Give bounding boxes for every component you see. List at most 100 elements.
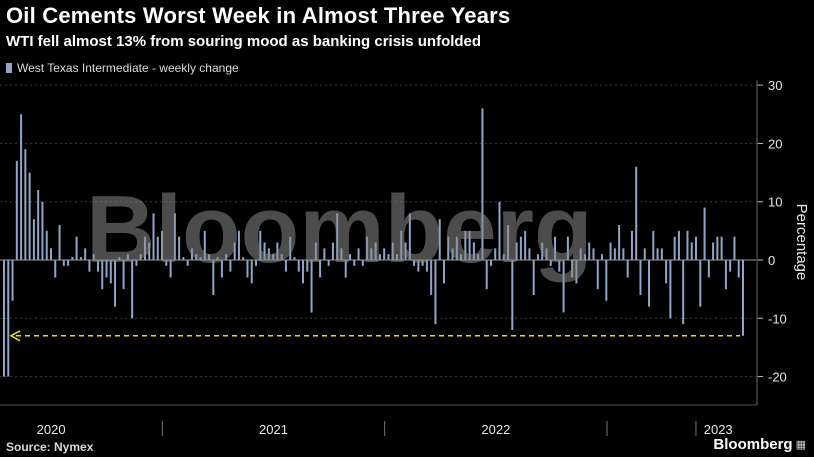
bar <box>220 260 223 278</box>
bar <box>302 260 305 284</box>
bar <box>421 260 424 266</box>
bar <box>524 230 527 260</box>
bar <box>208 254 211 260</box>
y-tick-label: 20 <box>768 136 782 151</box>
bar <box>323 248 326 260</box>
bar <box>652 230 655 260</box>
bar <box>472 242 475 260</box>
bar <box>156 236 159 260</box>
legend-label: West Texas Intermediate - weekly change <box>17 61 239 75</box>
bar <box>643 248 646 260</box>
bar <box>173 213 176 260</box>
bar <box>477 254 480 260</box>
bar <box>366 236 369 260</box>
bar <box>135 260 138 266</box>
bar <box>114 260 117 307</box>
bar <box>143 236 146 260</box>
bar <box>139 254 142 260</box>
bar-series <box>3 108 744 377</box>
bar <box>558 260 561 272</box>
bar <box>554 236 557 260</box>
bar <box>712 242 715 260</box>
bar <box>656 248 659 260</box>
bar <box>327 260 330 266</box>
bar <box>387 254 390 260</box>
bar <box>58 225 61 260</box>
x-axis: 2020 2021 2022 2023 <box>0 404 757 437</box>
bar <box>498 201 501 260</box>
bar <box>357 248 360 260</box>
bar <box>507 225 510 260</box>
bar <box>259 230 262 260</box>
bar <box>665 260 668 284</box>
bar <box>511 260 514 330</box>
bar <box>284 260 287 272</box>
bar <box>340 248 343 260</box>
bar <box>293 257 296 260</box>
bar <box>699 260 702 307</box>
bar <box>737 260 740 278</box>
bar <box>571 260 574 278</box>
bar <box>229 260 232 272</box>
bar <box>545 248 548 260</box>
bar <box>430 260 433 295</box>
bar <box>596 260 599 290</box>
bar <box>605 260 608 301</box>
arrow-left-icon <box>9 330 21 342</box>
bar <box>75 236 78 260</box>
bar <box>626 260 629 278</box>
brand-logo: Bloomberg ▦ <box>713 436 806 453</box>
bar <box>225 254 228 260</box>
bar <box>455 236 458 260</box>
bar <box>468 230 471 260</box>
bar <box>383 248 386 260</box>
y-tick-label: 30 <box>768 78 782 93</box>
bar <box>105 260 108 278</box>
bar <box>131 260 134 319</box>
bar <box>272 254 275 260</box>
bar <box>434 260 437 325</box>
bar <box>41 201 44 260</box>
legend: West Texas Intermediate - weekly change <box>6 61 239 75</box>
bar <box>413 260 416 266</box>
bar <box>729 260 732 272</box>
bar-chart-icon: ▦ <box>795 439 806 451</box>
bar <box>733 236 736 260</box>
bar <box>310 260 313 313</box>
bar <box>182 257 185 260</box>
bar <box>126 254 129 260</box>
bar <box>20 114 23 260</box>
bar <box>515 242 518 260</box>
bar <box>331 242 334 260</box>
bar <box>250 260 253 284</box>
bar <box>703 207 706 260</box>
bar <box>276 242 279 260</box>
bar <box>395 254 398 260</box>
bar <box>575 260 578 284</box>
bar <box>15 160 18 260</box>
bar <box>336 213 339 260</box>
bar <box>32 219 35 260</box>
bar <box>62 260 65 266</box>
bar <box>566 236 569 260</box>
bar <box>549 260 552 266</box>
y-axis-title: Percentage <box>793 204 810 281</box>
bar <box>3 260 5 377</box>
bar <box>592 248 595 260</box>
bar <box>199 257 202 260</box>
brand-name: Bloomberg <box>713 436 793 453</box>
source-note: Source: Nymex <box>6 440 94 454</box>
bar <box>92 254 95 260</box>
bar <box>353 260 356 266</box>
bar <box>609 242 612 260</box>
bar <box>686 230 689 260</box>
bar <box>528 248 531 260</box>
bar <box>695 236 698 260</box>
bar <box>84 248 87 260</box>
bar <box>178 236 181 260</box>
bar <box>186 260 189 266</box>
bar <box>169 260 172 278</box>
bar <box>485 260 488 290</box>
chart-title: Oil Cements Worst Week in Almost Three Y… <box>6 3 511 28</box>
